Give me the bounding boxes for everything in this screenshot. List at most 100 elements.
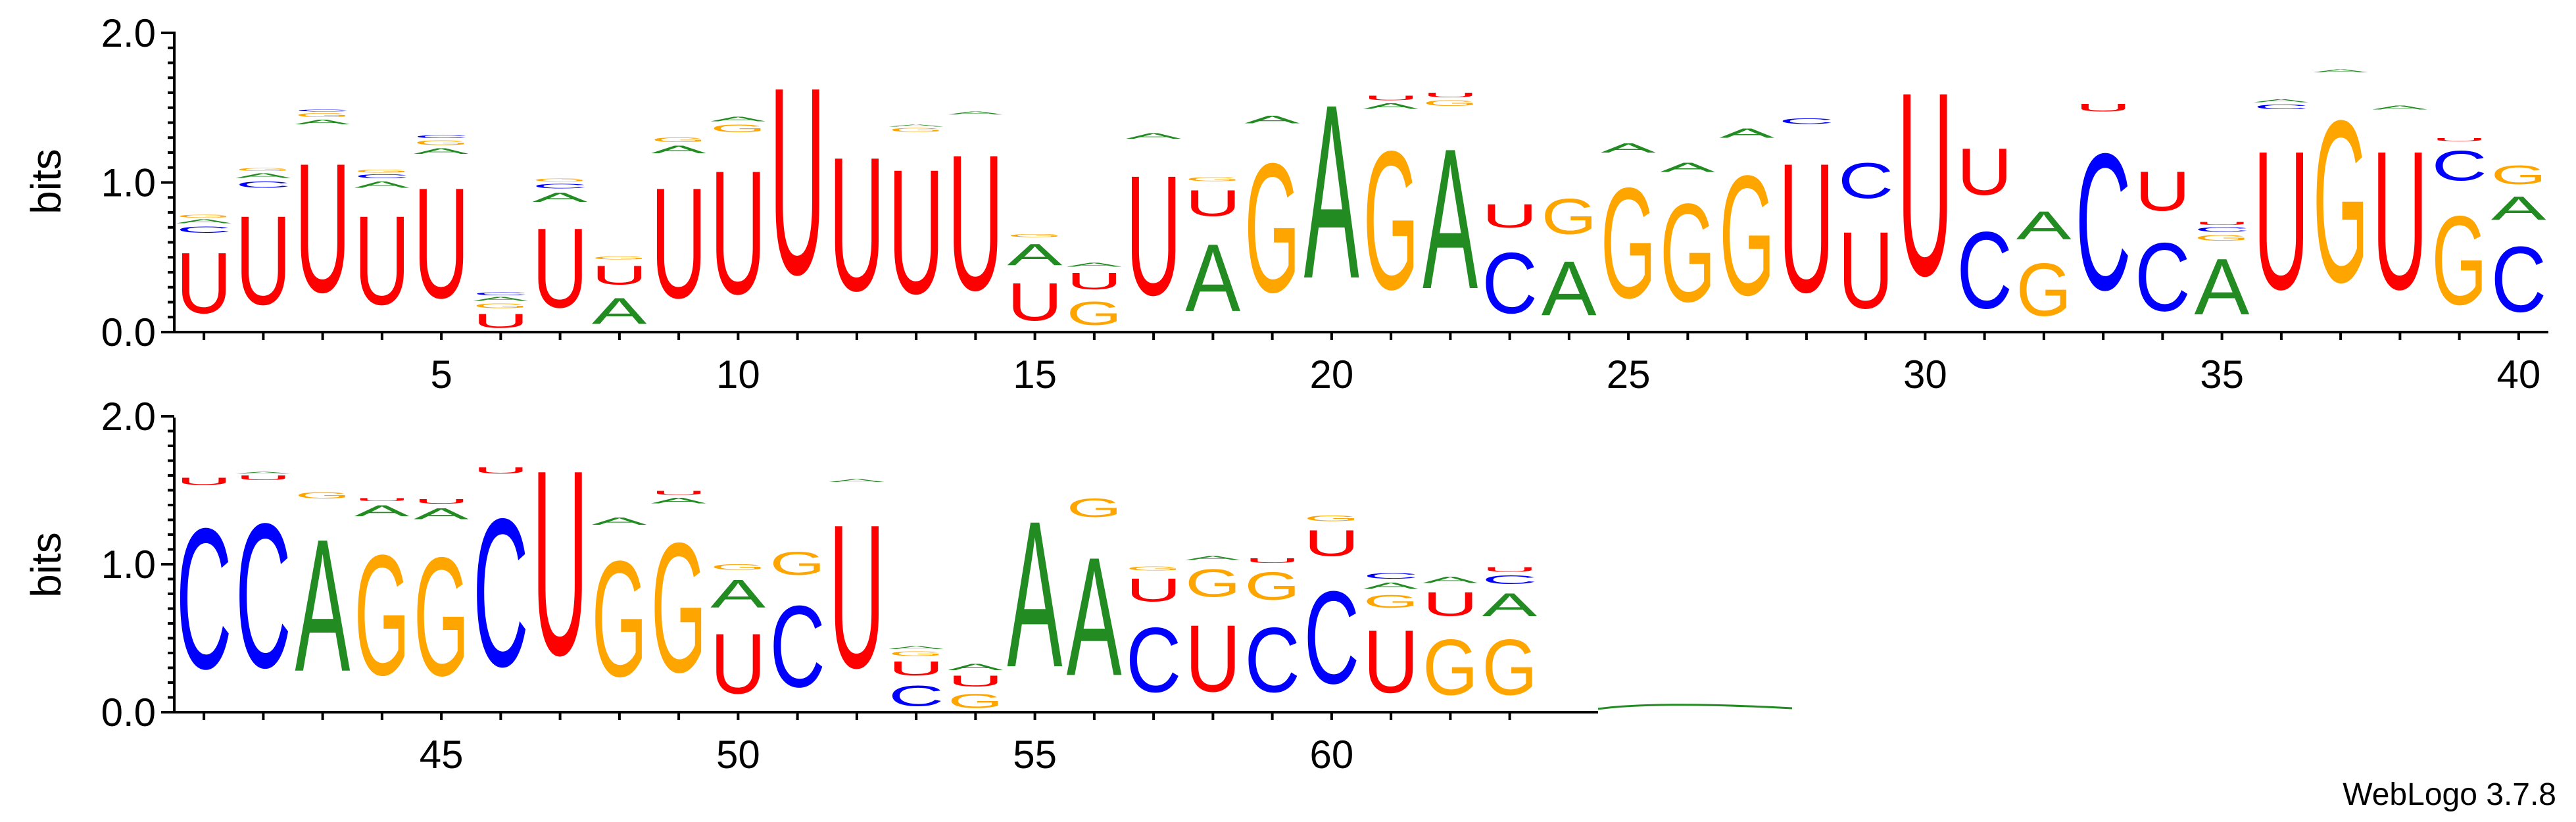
logo-letter-a: A <box>1008 478 1063 712</box>
logo-letter-c: C <box>1245 609 1300 712</box>
logo-letter-g: G <box>1422 99 1478 108</box>
logo-letter-u: U <box>2076 102 2131 114</box>
logo-letter-g: G <box>1067 493 1122 523</box>
logo-letter-u: U <box>1422 91 1478 99</box>
weblogo-credit: WebLogo 3.7.8 <box>2343 777 2556 812</box>
y-tick-label: 0.0 <box>101 690 156 735</box>
logo-letter-a: A <box>948 110 1004 115</box>
logo-letter-a: A <box>354 502 410 520</box>
logo-letter-u: U <box>1422 585 1478 623</box>
row-2-y-axis-title: bits <box>22 532 70 598</box>
logo-letter-u: U <box>651 490 706 496</box>
logo-letter-g: G <box>354 520 410 711</box>
y-tick-label: 2.0 <box>101 11 156 55</box>
logo-letter-u: U <box>1838 210 1893 331</box>
logo-letter-u: U <box>533 415 588 711</box>
logo-letter-c: C <box>295 109 351 112</box>
logo-letter-u: U <box>829 481 885 710</box>
logo-letter-g: G <box>2491 160 2546 190</box>
logo-letter-a: A <box>1422 107 1478 331</box>
logo-letter-c: C <box>2491 227 2546 332</box>
logo-letter-c: C <box>1482 235 1538 331</box>
logo-letter-c: C <box>1363 571 1419 581</box>
logo-letter-u: U <box>1304 523 1359 564</box>
logo-letter-g: G <box>414 521 469 711</box>
logo-letter-c: C <box>2432 143 2487 190</box>
y-tick-label: 1.0 <box>101 161 156 205</box>
logo-letter-c: C <box>1957 210 2012 331</box>
logo-letter-g: G <box>592 526 647 710</box>
logo-letter-a: A <box>473 296 529 302</box>
logo-letter-u: U <box>592 260 647 291</box>
logo-letter-g: G <box>473 302 528 310</box>
logo-letter-g: G <box>770 545 825 582</box>
x-tick-label: 30 <box>1903 352 1947 397</box>
logo-letter-u: U <box>829 118 885 331</box>
logo-letter-a: A <box>2313 69 2369 74</box>
row-1-y-ticks: 0.0 1.0 2.0 <box>101 11 174 354</box>
logo-letter-a: A <box>651 496 706 504</box>
logo-letter-u: U <box>235 474 291 481</box>
logo-letter-u: U <box>473 310 528 332</box>
logo-letter-a: A <box>2372 105 2428 110</box>
logo-letter-g: G <box>651 136 706 143</box>
logo-letter-g: G <box>888 650 944 658</box>
x-tick-label: 10 <box>716 352 760 397</box>
logo-letter-u: U <box>1126 140 1181 331</box>
logo-letter-g: G <box>1245 564 1300 608</box>
logo-letter-a: A <box>1185 555 1241 561</box>
logo-letter-u: U <box>710 616 766 712</box>
logo-letter-u: U <box>710 134 766 331</box>
x-tick-label: 25 <box>1607 352 1651 397</box>
logo-letter-u: U <box>1245 557 1300 564</box>
x-tick-label: 50 <box>716 733 760 777</box>
logo-letter-u: U <box>1008 272 1063 332</box>
row-1-x-ticks: 5 10 15 20 25 30 35 40 <box>203 332 2541 397</box>
logo-letter-g: G <box>1720 141 1775 331</box>
logo-letter-u: U <box>1126 572 1181 609</box>
logo-letter-g: G <box>1067 295 1122 332</box>
logo-letter-g: G <box>533 178 588 183</box>
logo-letter-c: C <box>2076 112 2131 331</box>
logo-letter-a: A <box>2195 243 2250 332</box>
logo-letter-u: U <box>1779 126 1834 331</box>
x-tick-label: 35 <box>2200 352 2244 397</box>
logo-letter-a: A <box>592 290 647 332</box>
logo-letter-c: C <box>235 180 291 190</box>
logo-letter-a: A <box>710 571 766 616</box>
x-tick-label: 15 <box>1013 352 1057 397</box>
logo-letter-a: A <box>295 118 351 126</box>
logo-letter-a: A <box>2254 99 2310 103</box>
logo-letter-c: C <box>2195 226 2250 233</box>
logo-letter-a: A <box>888 646 944 650</box>
logo-letter-g: G <box>1008 233 1063 238</box>
logo-letter-u: U <box>2254 111 2309 331</box>
logo-letter-g: G <box>1482 623 1538 712</box>
logo-letter-g: G <box>235 168 291 172</box>
logo-letter-g: G <box>414 139 469 147</box>
logo-letter-g: G <box>1245 126 1300 331</box>
logo-letter-u: U <box>414 155 469 331</box>
logo-letter-a: A <box>710 115 766 122</box>
logo-letter-a: A <box>414 147 469 156</box>
x-tick-label: 20 <box>1310 352 1354 397</box>
logo-letter-a: A <box>1304 53 1359 331</box>
logo-letter-a: A <box>2491 190 2546 228</box>
logo-letter-g: G <box>651 505 706 712</box>
logo-letter-c: C <box>1126 609 1181 712</box>
logo-letter-u: U <box>176 475 231 487</box>
x-tick-label: 40 <box>2497 352 2541 397</box>
logo-letter-g: G <box>1422 623 1478 712</box>
logo-letter-g: G <box>710 123 766 135</box>
logo-letter-c: C <box>1304 564 1359 712</box>
logo-letter-a: A <box>2016 203 2072 248</box>
logo-letter-c: C <box>770 581 825 712</box>
logo-letter-g: G <box>948 690 1003 712</box>
row-2-y-ticks: 0.0 1.0 2.0 <box>101 395 174 735</box>
logo-letter-g: G <box>295 112 351 118</box>
logo-letter-g: G <box>888 127 944 133</box>
